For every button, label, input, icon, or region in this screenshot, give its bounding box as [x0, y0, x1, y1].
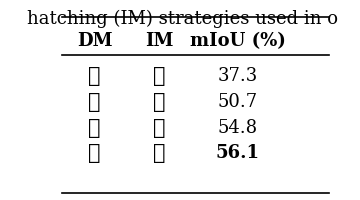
- Text: DM: DM: [77, 32, 112, 50]
- Text: ✓: ✓: [153, 143, 166, 163]
- Text: ✓: ✓: [88, 118, 101, 138]
- Text: ✗: ✗: [88, 92, 101, 112]
- Text: mIoU (%): mIoU (%): [190, 32, 285, 50]
- Text: IM: IM: [145, 32, 174, 50]
- Text: 37.3: 37.3: [217, 67, 258, 85]
- Text: ✓: ✓: [153, 92, 166, 112]
- Text: ✗: ✗: [153, 118, 166, 138]
- Text: 56.1: 56.1: [216, 144, 260, 162]
- Text: ✗: ✗: [88, 66, 101, 86]
- Text: 50.7: 50.7: [217, 93, 258, 111]
- Text: ✓: ✓: [88, 143, 101, 163]
- Text: ✗: ✗: [153, 66, 166, 86]
- Text: 54.8: 54.8: [217, 119, 258, 137]
- Text: hatching (IM) strategies used in o: hatching (IM) strategies used in o: [27, 9, 338, 28]
